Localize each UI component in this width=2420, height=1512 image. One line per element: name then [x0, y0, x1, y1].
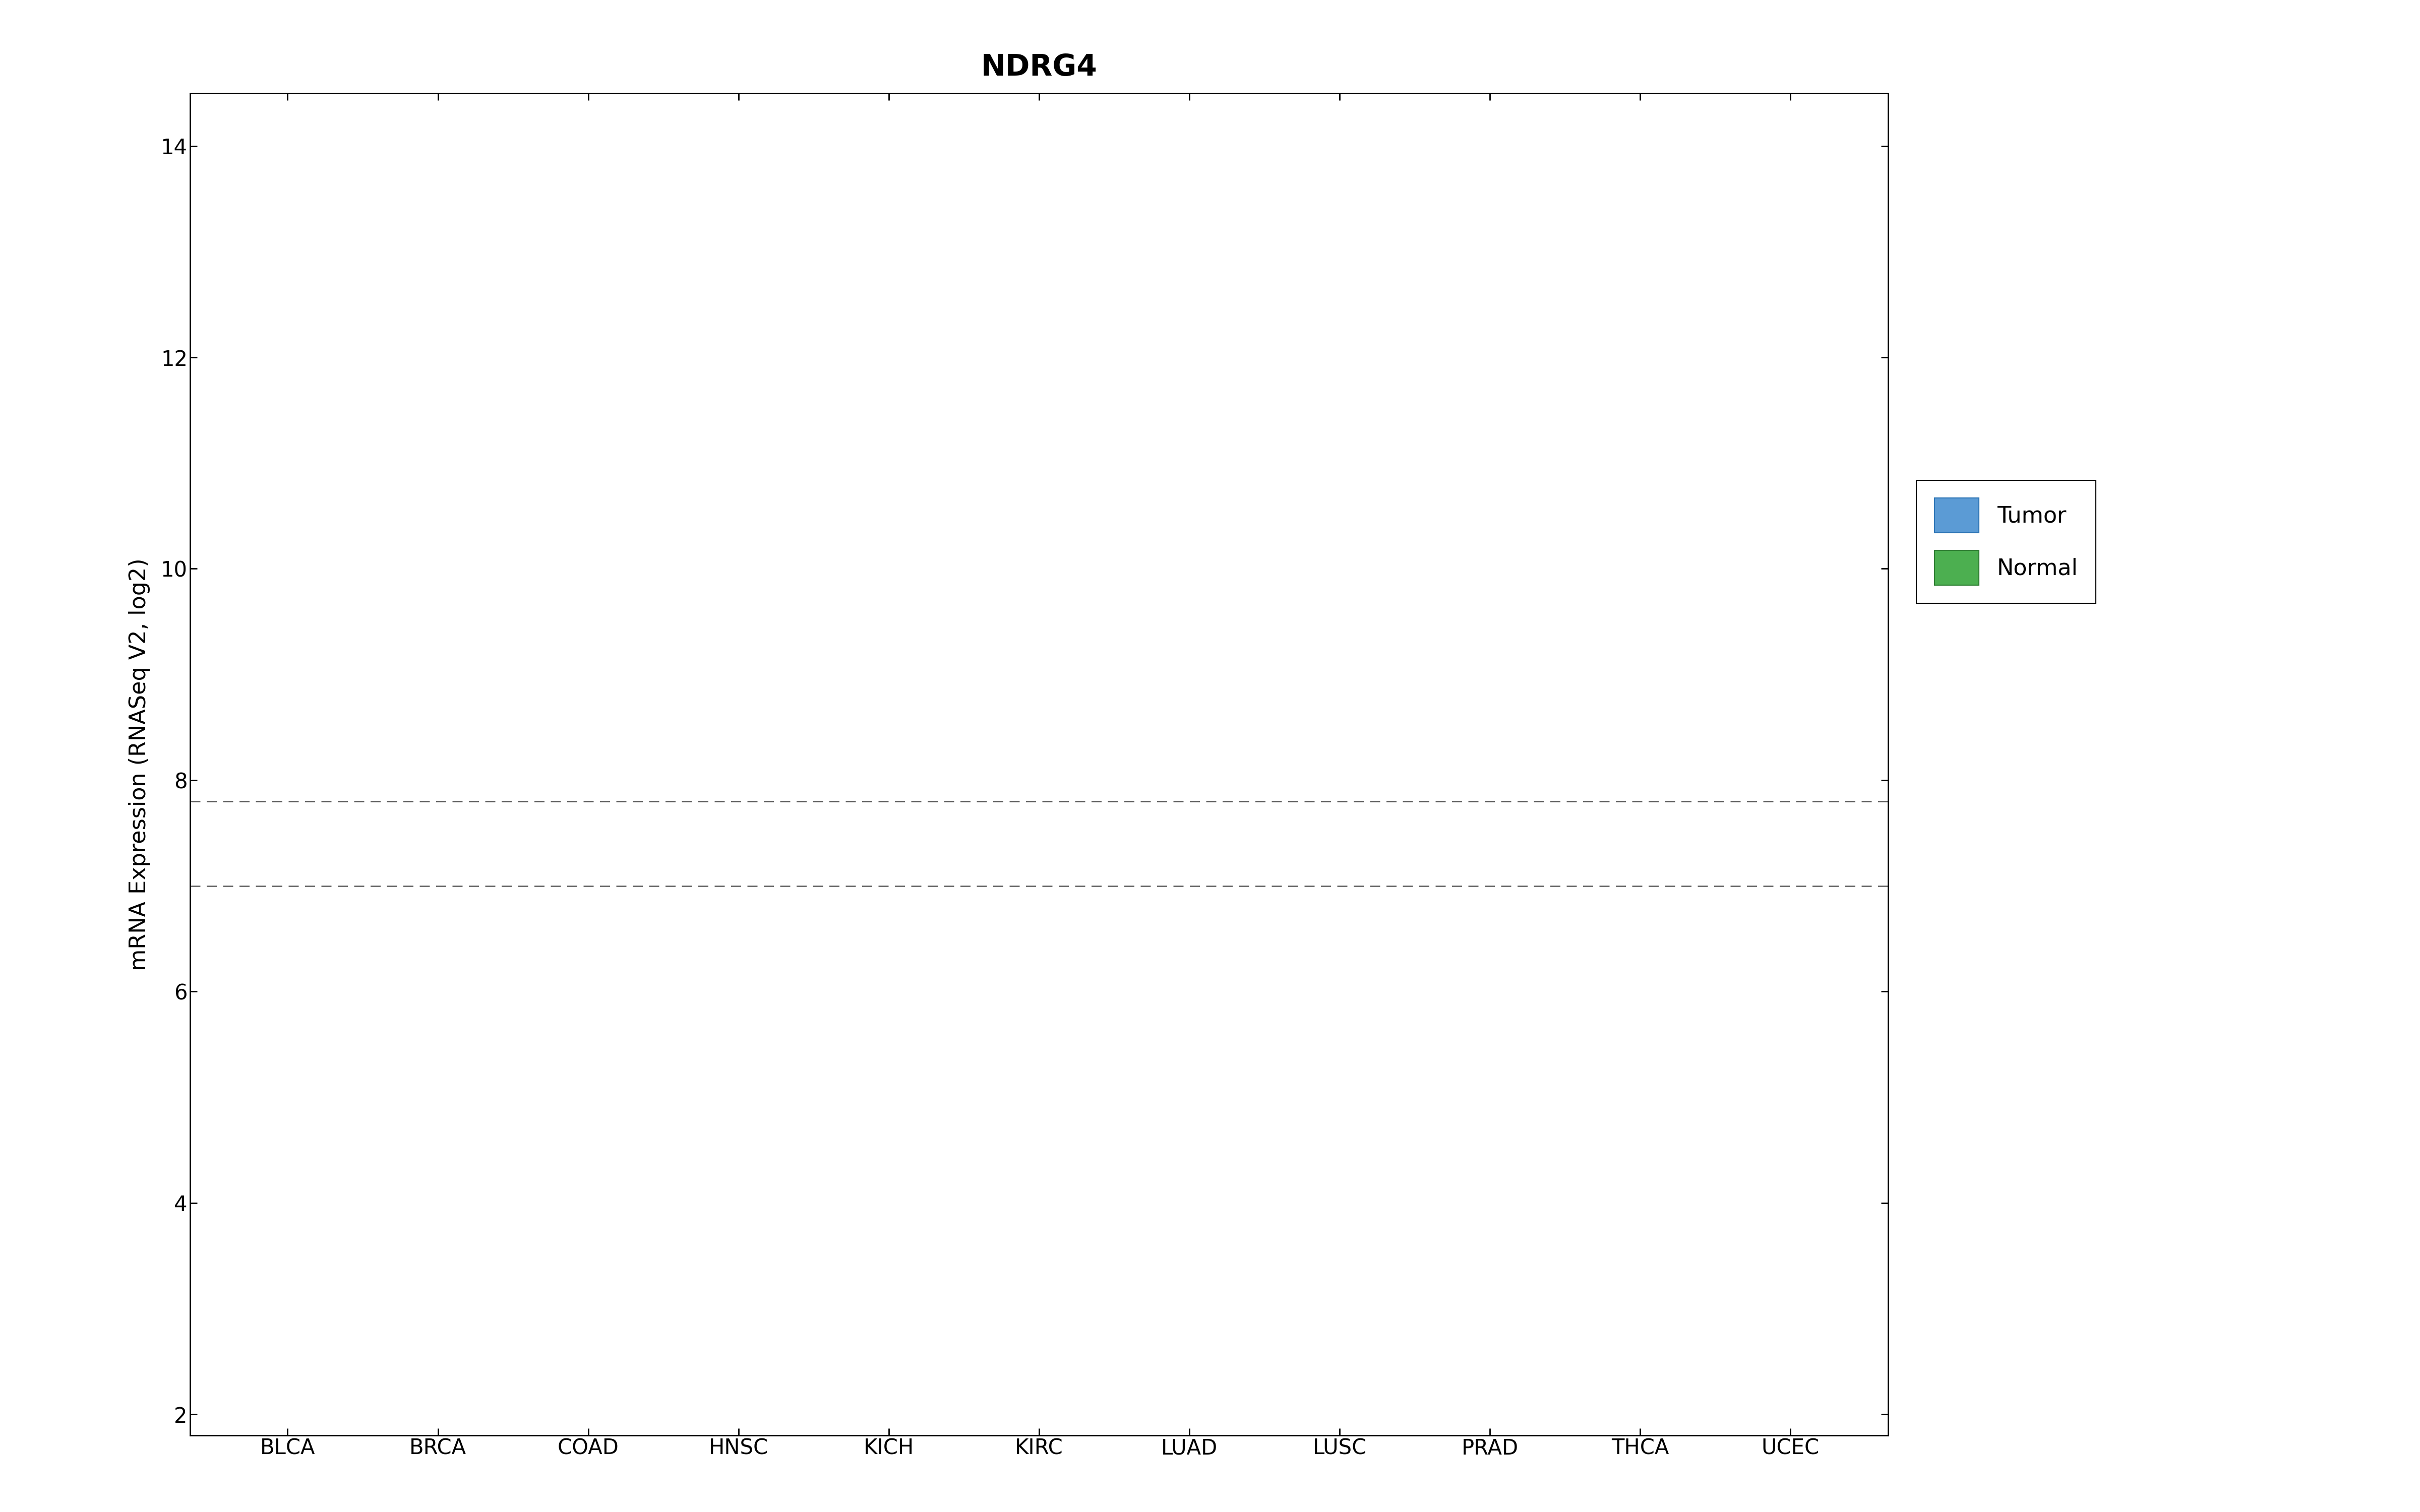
Y-axis label: mRNA Expression (RNASeq V2, log2): mRNA Expression (RNASeq V2, log2)	[128, 558, 150, 971]
Legend: Tumor, Normal: Tumor, Normal	[1917, 481, 2096, 603]
Title: NDRG4: NDRG4	[980, 53, 1096, 82]
